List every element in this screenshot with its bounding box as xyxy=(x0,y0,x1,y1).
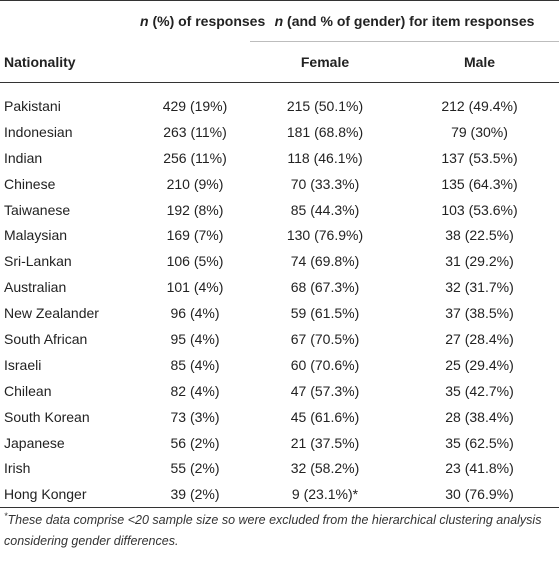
header-female: Female xyxy=(300,54,350,70)
cell-responses: 256 (11%) xyxy=(163,149,227,166)
cell-nationality: South African xyxy=(4,330,88,347)
header-blank xyxy=(0,1,140,42)
cell-male: 35 (62.5%) xyxy=(445,434,514,451)
cell-responses: 55 (2%) xyxy=(170,460,220,477)
cell-female: 9 (23.1%)* xyxy=(250,481,400,509)
table-row: Chilean 82 (4%) 47 (57.3%) 35 (42.7%) xyxy=(0,378,559,404)
cell-male: 28 (38.4%) xyxy=(445,408,514,425)
table-row: Indonesian 263 (11%) 181 (68.8%) 79 (30%) xyxy=(0,119,559,145)
cell-responses: 39 (2%) xyxy=(140,481,250,509)
cell-male: 137 (53.5%) xyxy=(441,149,518,166)
cell-nationality: Taiwanese xyxy=(4,201,71,218)
cell-male: 103 (53.6%) xyxy=(441,201,518,218)
cell-responses: 106 (5%) xyxy=(166,253,224,270)
cell-nationality: Chilean xyxy=(4,382,52,399)
cell-male: 32 (31.7%) xyxy=(445,279,514,296)
table-row: Israeli 85 (4%) 60 (70.6%) 25 (29.4%) xyxy=(0,352,559,378)
cell-female: 47 (57.3%) xyxy=(290,382,360,399)
table-row: New Zealander 96 (4%) 59 (61.5%) 37 (38.5%) xyxy=(0,300,559,326)
cell-female: 32 (58.2%) xyxy=(290,460,360,477)
cell-responses: 429 (19%) xyxy=(162,97,228,114)
cell-male: 23 (41.8%) xyxy=(445,460,514,477)
cell-responses: 169 (7%) xyxy=(166,227,224,244)
header-responses: n (%) of responses xyxy=(140,13,266,30)
table-row: Chinese 210 (9%) 70 (33.3%) 135 (64.3%) xyxy=(0,171,559,197)
cell-female: 85 (44.3%) xyxy=(290,201,360,218)
cell-female: 59 (61.5%) xyxy=(290,305,360,322)
table-body: Pakistani 429 (19%) 215 (50.1%) 212 (49.4%)… xyxy=(0,83,559,509)
cell-nationality: Israeli xyxy=(4,356,42,373)
table-row: Australian 101 (4%) 68 (67.3%) 32 (31.7%) xyxy=(0,274,559,300)
table-row: Japanese 56 (2%) 21 (37.5%) 35 (62.5%) xyxy=(0,430,559,456)
cell-responses: 95 (4%) xyxy=(170,330,220,347)
cell-female: 45 (61.6%) xyxy=(290,408,360,425)
table-row: South Korean 73 (3%) 45 (61.6%) 28 (38.4%) xyxy=(0,404,559,430)
table-row: Irish 55 (2%) 32 (58.2%) 23 (41.8%) xyxy=(0,455,559,481)
cell-female: 68 (67.3%) xyxy=(290,279,360,296)
cell-responses: 82 (4%) xyxy=(170,382,220,399)
cell-responses: 73 (3%) xyxy=(170,408,220,425)
cell-nationality: Hong Konger xyxy=(0,481,140,509)
cell-nationality: Irish xyxy=(4,460,31,477)
table-row: Taiwanese 192 (8%) 85 (44.3%) 103 (53.6%) xyxy=(0,197,559,223)
cell-female: 60 (70.6%) xyxy=(290,356,360,373)
cell-nationality: Chinese xyxy=(4,175,56,192)
cell-nationality: South Korean xyxy=(4,408,90,425)
table-row: Sri-Lankan 106 (5%) 74 (69.8%) 31 (29.2%) xyxy=(0,248,559,274)
cell-female: 70 (33.3%) xyxy=(290,175,360,192)
cell-nationality: Indonesian xyxy=(4,123,73,140)
header-gender-responses: n (and % of gender) for item responses xyxy=(250,0,559,42)
table-row: South African 95 (4%) 67 (70.5%) 27 (28.4%) xyxy=(0,326,559,352)
table-footnote: *These data comprise <20 sample size so … xyxy=(4,511,542,549)
data-table-container: n (%) of responses n (and % of gender) f… xyxy=(0,0,559,548)
table-row: Hong Konger 39 (2%) 9 (23.1%)* 30 (76.9%) xyxy=(0,481,559,509)
cell-nationality: New Zealander xyxy=(4,305,99,322)
cell-responses: 85 (4%) xyxy=(170,356,220,373)
header-blank-2 xyxy=(140,42,250,83)
cell-male: 38 (22.5%) xyxy=(445,227,514,244)
cell-nationality: Japanese xyxy=(4,434,65,451)
cell-male: 135 (64.3%) xyxy=(441,175,518,192)
cell-responses: 101 (4%) xyxy=(166,279,224,296)
cell-responses: 96 (4%) xyxy=(170,305,220,322)
cell-nationality: Malaysian xyxy=(4,227,68,244)
cell-nationality: Sri-Lankan xyxy=(4,253,72,270)
cell-nationality: Pakistani xyxy=(4,97,61,114)
cell-nationality: Australian xyxy=(4,279,67,296)
cell-responses: 56 (2%) xyxy=(170,434,220,451)
header-nationality: Nationality xyxy=(4,53,76,70)
cell-male: 30 (76.9%) xyxy=(400,481,559,509)
cell-male: 79 (30%) xyxy=(451,123,508,140)
cell-nationality: Indian xyxy=(4,149,43,166)
header-row-bottom: Nationality Female Male xyxy=(0,42,559,83)
nationality-gender-table: n (%) of responses n (and % of gender) f… xyxy=(0,0,559,509)
cell-responses: 210 (9%) xyxy=(166,175,224,192)
table-row: Indian 256 (11%) 118 (46.1%) 137 (53.5%) xyxy=(0,145,559,171)
cell-female: 181 (68.8%) xyxy=(286,123,364,140)
cell-male: 35 (42.7%) xyxy=(445,382,514,399)
cell-female: 74 (69.8%) xyxy=(290,253,360,270)
cell-female: 21 (37.5%) xyxy=(290,434,360,451)
cell-male: 37 (38.5%) xyxy=(445,305,514,322)
cell-female: 67 (70.5%) xyxy=(290,330,360,347)
header-male: Male xyxy=(463,54,496,70)
cell-female: 215 (50.1%) xyxy=(286,97,364,114)
header-row-top: n (%) of responses n (and % of gender) f… xyxy=(0,0,559,42)
cell-male: 31 (29.2%) xyxy=(445,253,514,270)
cell-male: 25 (29.4%) xyxy=(445,356,514,373)
cell-male: 27 (28.4%) xyxy=(445,330,514,347)
cell-female: 130 (76.9%) xyxy=(286,227,364,244)
cell-male: 212 (49.4%) xyxy=(441,97,518,114)
cell-female: 118 (46.1%) xyxy=(287,149,363,166)
cell-responses: 192 (8%) xyxy=(166,201,224,218)
cell-responses: 263 (11%) xyxy=(163,123,227,140)
table-row: Pakistani 429 (19%) 215 (50.1%) 212 (49.4%) xyxy=(0,83,559,119)
table-row: Malaysian 169 (7%) 130 (76.9%) 38 (22.5%) xyxy=(0,222,559,248)
